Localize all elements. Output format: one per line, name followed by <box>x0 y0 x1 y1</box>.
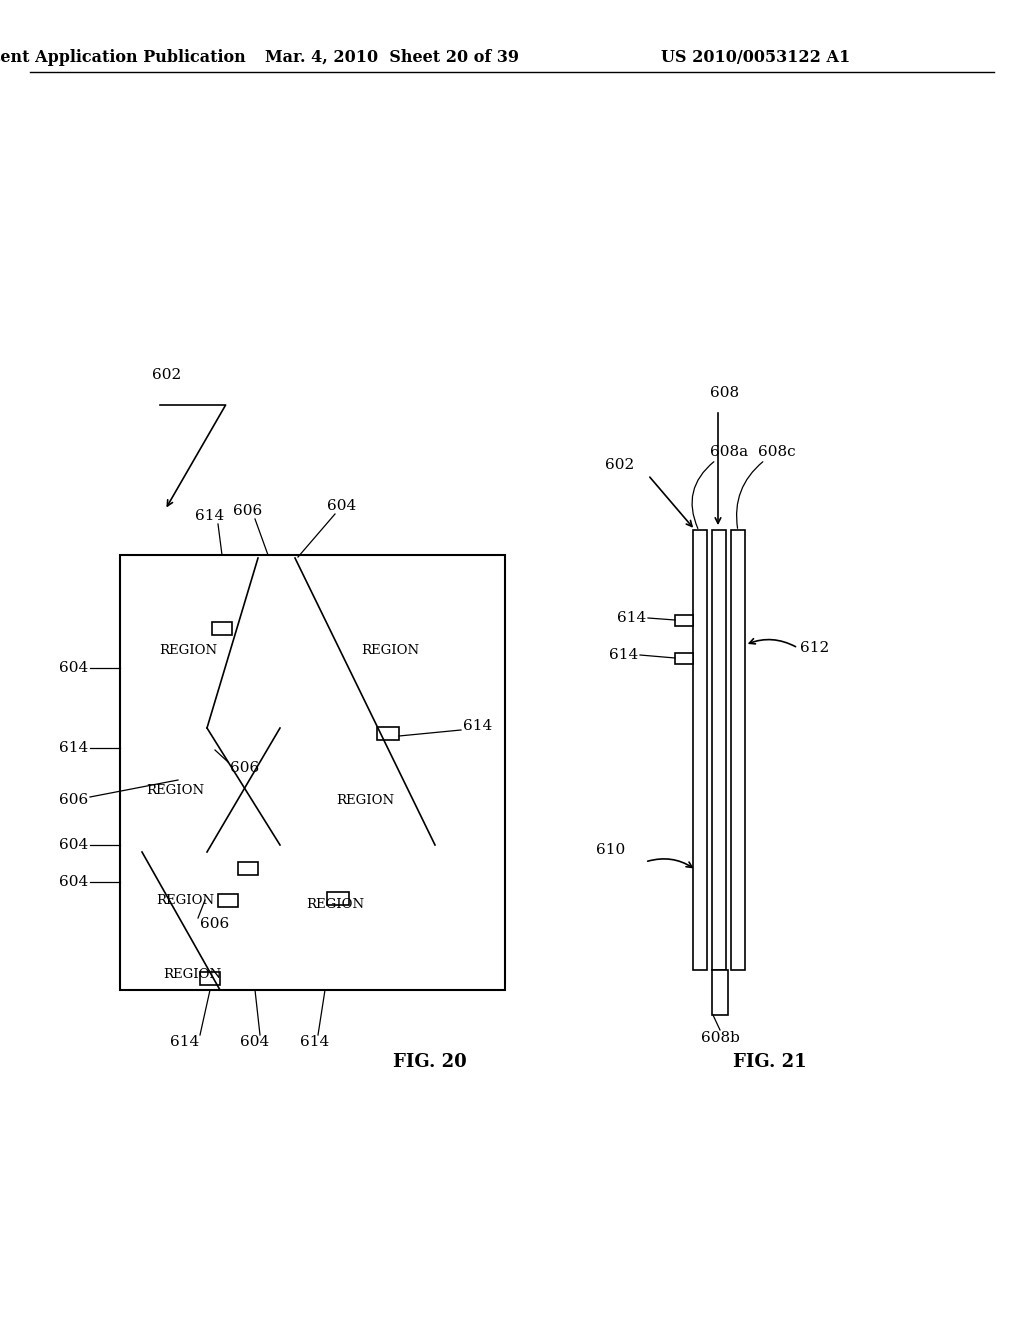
Text: 610: 610 <box>596 843 625 857</box>
Text: REGION: REGION <box>336 793 394 807</box>
Text: REGION: REGION <box>360 644 419 656</box>
Text: REGION: REGION <box>146 784 204 796</box>
Text: US 2010/0053122 A1: US 2010/0053122 A1 <box>662 49 851 66</box>
Text: 608a: 608a <box>710 445 749 459</box>
Text: 608c: 608c <box>758 445 796 459</box>
Bar <box>693 531 707 970</box>
Bar <box>675 652 693 664</box>
Text: 612: 612 <box>800 642 829 655</box>
Bar <box>327 891 349 904</box>
Text: Patent Application Publication: Patent Application Publication <box>0 49 246 66</box>
Text: 614: 614 <box>196 510 224 523</box>
Text: 614: 614 <box>608 648 638 663</box>
Bar <box>731 531 745 970</box>
Bar <box>675 615 693 626</box>
Text: REGION: REGION <box>156 894 214 907</box>
Text: 606: 606 <box>233 504 262 517</box>
Text: 604: 604 <box>241 1035 269 1049</box>
Text: 614: 614 <box>616 611 646 624</box>
Text: 606: 606 <box>58 793 88 807</box>
Text: FIG. 21: FIG. 21 <box>733 1053 807 1071</box>
Text: FIG. 20: FIG. 20 <box>393 1053 467 1071</box>
Text: 614: 614 <box>170 1035 200 1049</box>
Bar <box>712 531 726 970</box>
Bar <box>218 894 238 907</box>
Text: 608: 608 <box>711 385 739 400</box>
Text: 614: 614 <box>463 719 493 733</box>
Text: Mar. 4, 2010  Sheet 20 of 39: Mar. 4, 2010 Sheet 20 of 39 <box>265 49 519 66</box>
Text: 614: 614 <box>300 1035 330 1049</box>
Text: 602: 602 <box>152 368 181 381</box>
Bar <box>377 726 399 739</box>
Text: 614: 614 <box>58 741 88 755</box>
Bar <box>200 972 220 985</box>
Text: REGION: REGION <box>306 899 365 912</box>
Text: 606: 606 <box>200 917 229 931</box>
Text: REGION: REGION <box>159 644 217 656</box>
Text: REGION: REGION <box>163 969 221 982</box>
Bar <box>212 622 232 635</box>
Text: 604: 604 <box>58 661 88 675</box>
Text: 604: 604 <box>58 875 88 888</box>
Text: 606: 606 <box>230 762 259 775</box>
Bar <box>120 554 505 990</box>
Text: 608b: 608b <box>700 1031 739 1045</box>
Bar <box>238 862 258 874</box>
Text: 604: 604 <box>328 499 356 513</box>
Text: 602: 602 <box>605 458 634 473</box>
Bar <box>712 970 728 1015</box>
Text: 604: 604 <box>58 838 88 851</box>
